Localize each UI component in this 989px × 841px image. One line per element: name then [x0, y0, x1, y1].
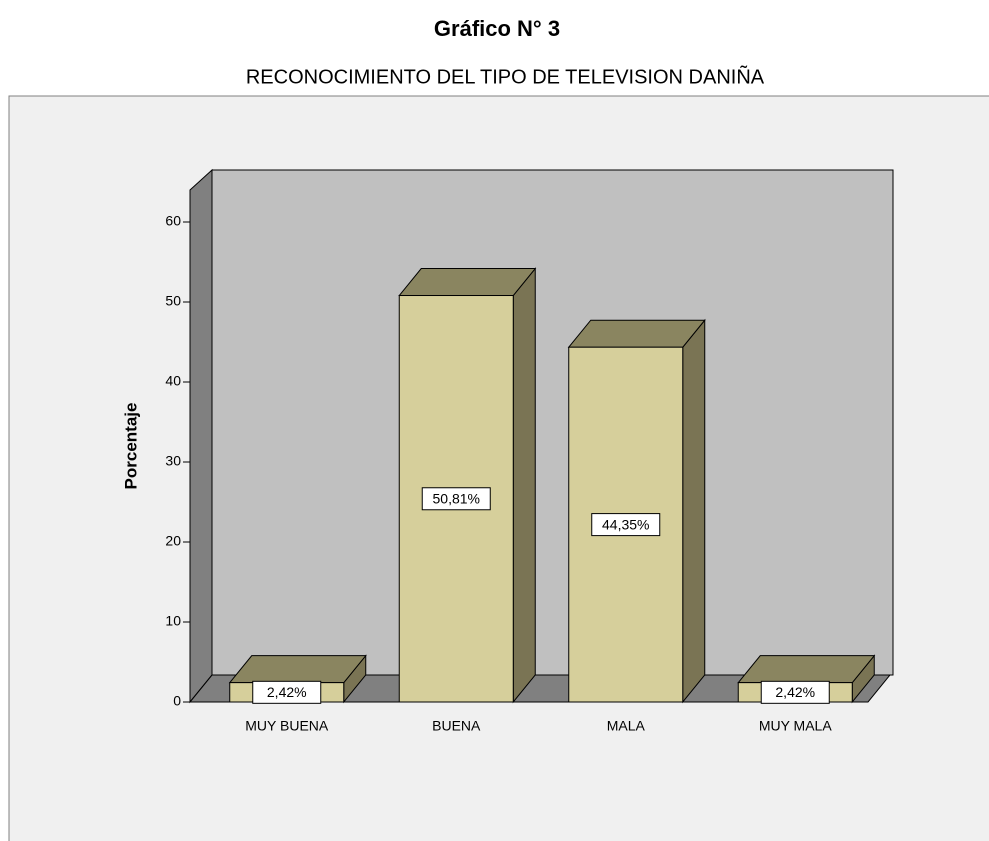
bar-top — [737, 655, 876, 684]
value-label: 50,81% — [433, 490, 480, 506]
y-tick-label: 60 — [165, 213, 181, 229]
bar-side — [512, 267, 536, 704]
x-tick-label: MALA — [607, 718, 646, 734]
bar-top — [398, 268, 537, 297]
y-tick-label: 20 — [165, 533, 181, 549]
back-wall — [211, 169, 894, 676]
y-tick-label: 0 — [173, 693, 181, 709]
y-tick-label: 40 — [165, 373, 181, 389]
chart-subtitle: RECONOCIMIENTO DEL TIPO DE TELEVISION DA… — [246, 64, 765, 88]
bar-side — [682, 318, 706, 704]
value-label: 44,35% — [602, 516, 649, 532]
value-label: 2,42% — [775, 684, 815, 700]
x-tick-label: MUY BUENA — [245, 718, 329, 734]
y-tick-label: 10 — [165, 613, 181, 629]
value-label-box — [591, 513, 661, 537]
bar-top — [228, 655, 367, 684]
x-tick-label: MUY MALA — [759, 718, 833, 734]
y-tick-label: 50 — [165, 293, 181, 309]
y-axis-label: Porcentaje — [121, 403, 140, 490]
value-label-box — [421, 487, 491, 511]
value-label-box — [252, 680, 322, 704]
y-tick-label: 30 — [165, 453, 181, 469]
value-label: 2,42% — [267, 684, 307, 700]
value-label-box — [760, 680, 830, 704]
chart-title: Gráfico N° 3 — [434, 16, 560, 41]
left-wall — [189, 168, 213, 704]
x-tick-label: BUENA — [432, 718, 481, 734]
bar-top — [567, 319, 706, 348]
